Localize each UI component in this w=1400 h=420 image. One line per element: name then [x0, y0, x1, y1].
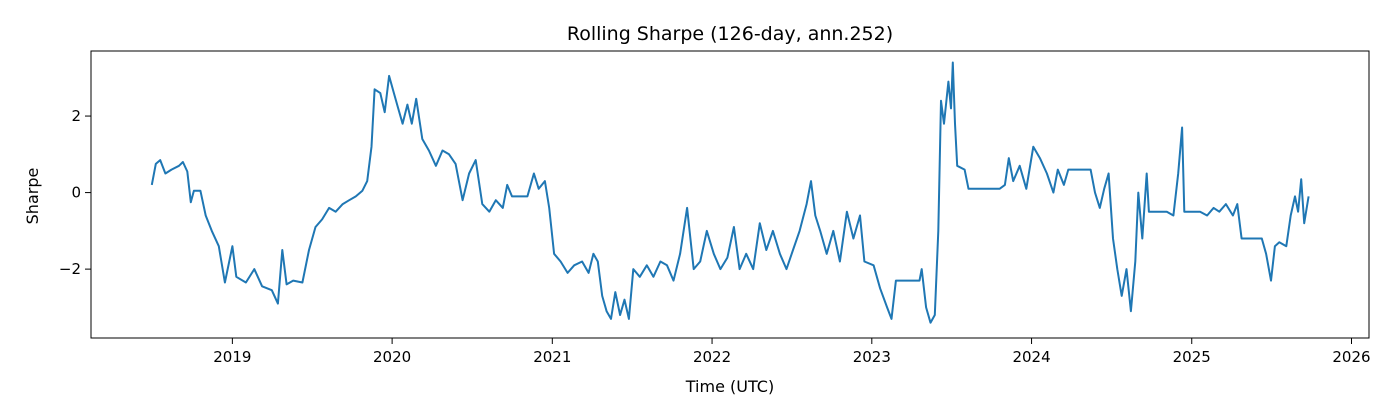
y-tick-label: −2: [59, 260, 81, 278]
y-tick-label: 0: [71, 184, 81, 202]
plot-frame: [90, 50, 1370, 339]
x-axis-ticks: 2019 2020 2021 2022 2023 2024 2025 2026: [213, 338, 1371, 366]
x-tick-label: 2023: [853, 348, 891, 366]
y-tick-label: 2: [71, 107, 81, 125]
x-axis-label: Time (UTC): [685, 377, 774, 396]
x-tick-label: 2026: [1332, 348, 1370, 366]
y-axis-label: Sharpe: [23, 168, 42, 225]
x-tick-label: 2022: [693, 348, 731, 366]
chart-title: Rolling Sharpe (126-day, ann.252): [567, 23, 893, 45]
y-axis-ticks: −2 0 2: [59, 107, 91, 278]
sharpe-series-line: [150, 61, 1310, 324]
x-tick-label: 2024: [1012, 348, 1050, 366]
x-tick-label: 2021: [533, 348, 571, 366]
x-tick-label: 2025: [1173, 348, 1211, 366]
x-tick-label: 2020: [373, 348, 411, 366]
x-tick-label: 2019: [213, 348, 251, 366]
